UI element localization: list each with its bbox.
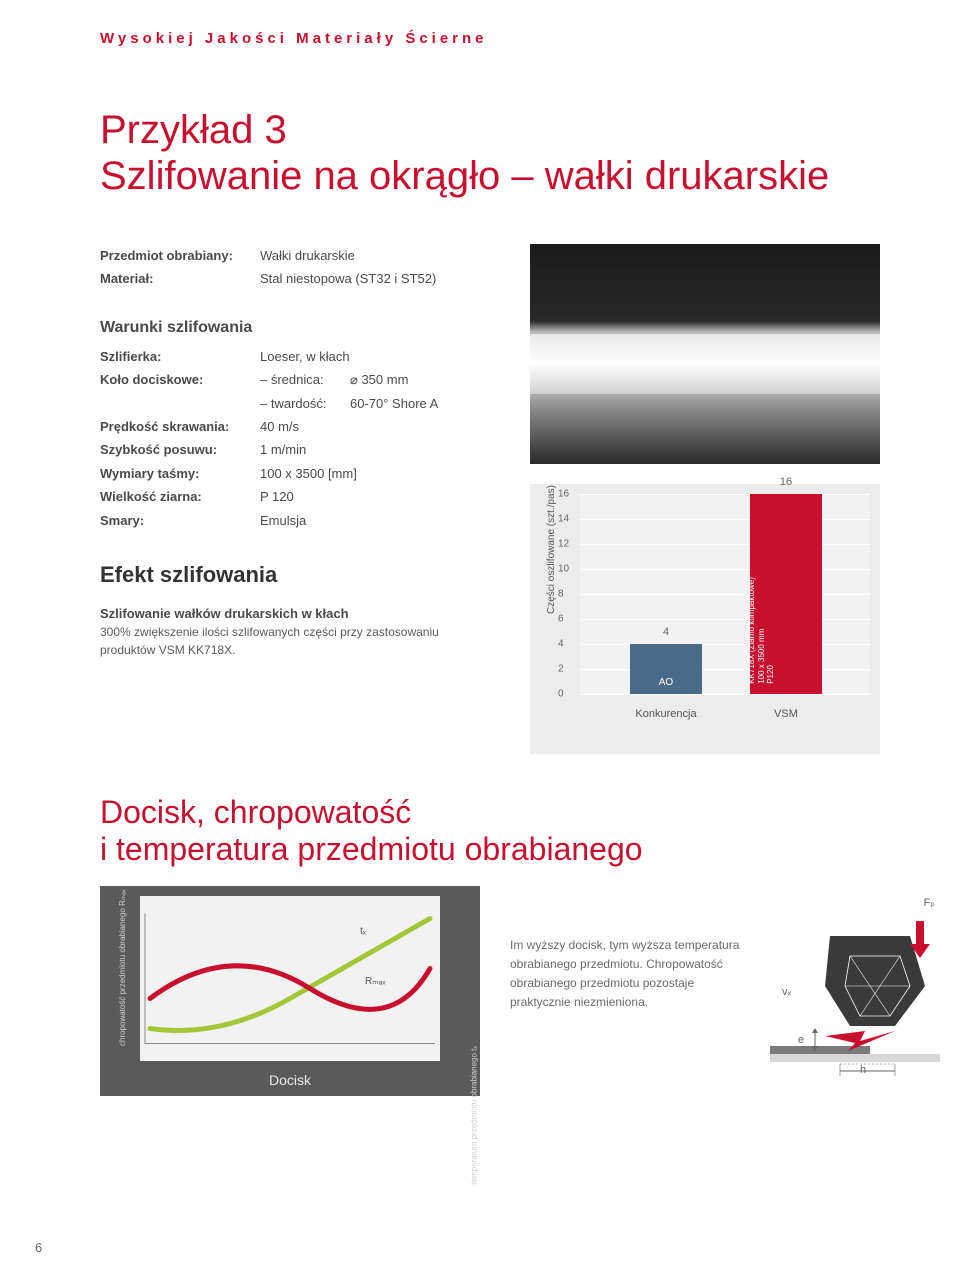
effect-heading: Efekt szlifowania [100, 562, 490, 588]
curve-line-label: Rₘₐₓ [365, 976, 385, 987]
spec-label: Przedmiot obrabiany: [100, 244, 260, 267]
spec-value: 1 m/min [260, 438, 490, 461]
diag-label-vc: vₓ [782, 986, 791, 998]
spec-subvalue: 60-70° Shore A [350, 392, 438, 415]
right-column: Części oszlifowane (szt./pas) 0 2 4 6 8 10 12 1… [530, 244, 880, 754]
effect-text: 300% zwiększenie ilości szlifowanych czę… [100, 623, 470, 659]
curve-ylabel-left: chropowatość przedmiotu obrabianego Rₘₐₓ [118, 889, 127, 1045]
bar-value: 4 [630, 626, 702, 638]
section2-title-l2: i temperatura przedmiotu obrabianego [100, 831, 643, 867]
spec-value: Loeser, w kłach [260, 345, 490, 368]
curve-line-label: tₓ [360, 926, 366, 937]
bar-chart: Części oszlifowane (szt./pas) 0 2 4 6 8 10 12 1… [530, 484, 880, 754]
grinding-diagram: Fₚ vₓ e h [770, 886, 940, 1076]
curve-chart: chropowatość przedmiotu obrabianego Rₘₐₓ… [100, 886, 480, 1096]
title-line2: Szlifowanie na okrągło – wałki drukarski… [100, 154, 829, 198]
chart-ytick: 8 [558, 589, 564, 600]
chart-ytick: 14 [558, 514, 569, 525]
chart-ytick: 0 [558, 689, 564, 700]
spec-label: Szybkość posuwu: [100, 438, 260, 461]
conditions-heading: Warunki szlifowania [100, 319, 490, 337]
spec-subvalue: ⌀ 350 mm [350, 368, 408, 391]
photo-roller [530, 244, 880, 464]
chart-ytick: 2 [558, 664, 564, 675]
spec-sublabel: – twardość: [260, 392, 350, 415]
title-line1: Przykład 3 [100, 108, 287, 152]
chart-ytick: 4 [558, 639, 564, 650]
section2-desc: Im wyższy docisk, tym wyższa temperatura… [510, 886, 740, 1013]
spec-value: P 120 [260, 485, 490, 508]
curve-xlabel: Docisk [100, 1072, 480, 1088]
spec-value: Emulsja [260, 509, 490, 532]
spec-label: Szlifierka: [100, 345, 260, 368]
bar-inside-label: AO [630, 677, 702, 688]
diag-label-h: h [860, 1064, 866, 1076]
chart-ytick: 16 [558, 489, 569, 500]
diag-label-fp: Fₚ [924, 896, 935, 909]
effect-subtitle: Szlifowanie wałków drukarskich w kłach [100, 606, 490, 621]
curve-ylabel-right: temperatura przedmiotu obrabianego tₓ [470, 1046, 479, 1185]
brand-header: Wysokiej Jakości Materiały Ścierne [100, 30, 900, 47]
spec-label: Wymiary taśmy: [100, 462, 260, 485]
bar-value: 16 [750, 476, 822, 488]
chart-ytick: 6 [558, 614, 564, 625]
spec-label: Koło dociskowe: [100, 368, 260, 415]
page-title: Przykład 3 Szlifowanie na okrągło – wałk… [100, 107, 900, 199]
spec-label: Wielkość ziarna: [100, 485, 260, 508]
chart-ytick: 10 [558, 564, 569, 575]
chart-ylabel: Części oszlifowane (szt./pas) [546, 485, 557, 614]
spec-value: Wałki drukarskie [260, 244, 490, 267]
chart-ytick: 12 [558, 539, 569, 550]
chart-bar: 16KK718X (Ziarno kompaktowe)100 x 3500 m… [750, 494, 822, 694]
bar-category: VSM [750, 708, 822, 720]
spec-value: 100 x 3500 [mm] [260, 462, 490, 485]
spec-label: Smary: [100, 509, 260, 532]
chart-bar: 4AOKonkurencja [630, 644, 702, 694]
specs-column: Przedmiot obrabiany:Wałki drukarskieMate… [100, 244, 490, 754]
bar-side-label: KK718X (Ziarno kompaktowe)100 x 3500 mmP… [747, 577, 776, 684]
spec-value: 40 m/s [260, 415, 490, 438]
spec-value: Stal niestopowa (ST32 i ST52) [260, 267, 490, 290]
section2-title: Docisk, chropowatość i temperatura przed… [100, 794, 900, 868]
spec-label: Materiał: [100, 267, 260, 290]
section2-title-l1: Docisk, chropowatość [100, 794, 411, 830]
bar-category: Konkurencja [630, 708, 702, 720]
spec-sublabel: – średnica: [260, 368, 350, 391]
spec-label: Prędkość skrawania: [100, 415, 260, 438]
diag-label-e: e [798, 1034, 804, 1046]
page-number: 6 [35, 1240, 42, 1255]
